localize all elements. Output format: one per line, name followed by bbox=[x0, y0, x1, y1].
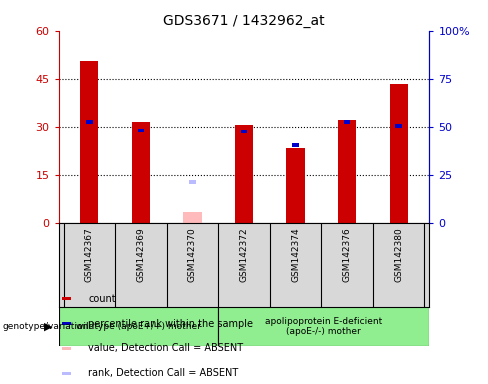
Bar bbox=[59, 307, 218, 346]
Text: percentile rank within the sample: percentile rank within the sample bbox=[88, 318, 253, 329]
Bar bbox=[395, 124, 402, 127]
Text: GSM142376: GSM142376 bbox=[343, 227, 351, 282]
Bar bbox=[235, 125, 253, 223]
Text: GSM142380: GSM142380 bbox=[394, 227, 403, 282]
Bar bbox=[62, 297, 71, 300]
Bar bbox=[292, 143, 299, 147]
Text: GSM142370: GSM142370 bbox=[188, 227, 197, 282]
Text: ▶: ▶ bbox=[44, 321, 52, 331]
Text: GSM142372: GSM142372 bbox=[240, 227, 248, 281]
Text: GSM142369: GSM142369 bbox=[137, 227, 145, 282]
Bar bbox=[344, 120, 350, 124]
Bar bbox=[81, 61, 99, 223]
Bar bbox=[132, 122, 150, 223]
Text: genotype/variation: genotype/variation bbox=[2, 322, 89, 331]
Bar bbox=[138, 129, 144, 132]
Bar bbox=[86, 120, 93, 124]
Bar bbox=[241, 130, 247, 134]
Bar bbox=[183, 212, 202, 223]
Bar bbox=[62, 347, 71, 350]
Bar bbox=[62, 372, 71, 375]
Bar bbox=[389, 84, 407, 223]
Text: wildtype (apoE+/+) mother: wildtype (apoE+/+) mother bbox=[76, 322, 201, 331]
Text: rank, Detection Call = ABSENT: rank, Detection Call = ABSENT bbox=[88, 368, 239, 379]
Bar bbox=[189, 180, 196, 184]
Text: apolipoprotein E-deficient
(apoE-/-) mother: apolipoprotein E-deficient (apoE-/-) mot… bbox=[265, 317, 382, 336]
Text: value, Detection Call = ABSENT: value, Detection Call = ABSENT bbox=[88, 343, 244, 354]
Bar bbox=[62, 322, 71, 325]
Bar bbox=[338, 120, 356, 223]
Title: GDS3671 / 1432962_at: GDS3671 / 1432962_at bbox=[163, 14, 325, 28]
Text: GSM142374: GSM142374 bbox=[291, 227, 300, 281]
Text: count: count bbox=[88, 293, 116, 304]
Bar bbox=[218, 307, 429, 346]
Bar bbox=[286, 147, 305, 223]
Text: GSM142367: GSM142367 bbox=[85, 227, 94, 282]
